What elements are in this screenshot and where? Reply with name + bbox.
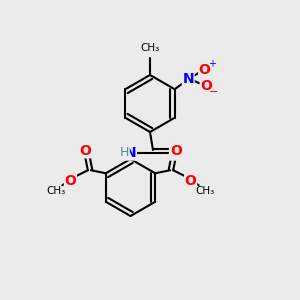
Text: CH₃: CH₃ bbox=[195, 186, 214, 196]
Text: +: + bbox=[208, 59, 216, 69]
Text: O: O bbox=[169, 146, 181, 160]
Text: N: N bbox=[182, 72, 194, 86]
Text: CH₃: CH₃ bbox=[140, 43, 160, 53]
Text: CH₃: CH₃ bbox=[47, 186, 66, 196]
Text: H: H bbox=[120, 146, 129, 159]
Text: O: O bbox=[64, 174, 76, 188]
Text: O: O bbox=[79, 144, 91, 158]
Text: −: − bbox=[209, 87, 218, 97]
Text: O: O bbox=[170, 144, 182, 158]
Text: O: O bbox=[199, 63, 211, 77]
Text: O: O bbox=[184, 174, 196, 188]
Text: N: N bbox=[125, 146, 136, 160]
Text: O: O bbox=[200, 79, 212, 93]
